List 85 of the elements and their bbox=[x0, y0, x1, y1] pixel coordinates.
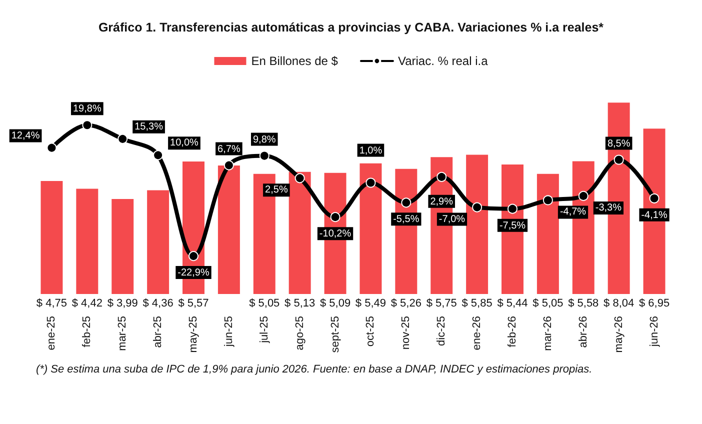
data-label: $ 4,42 bbox=[72, 298, 102, 310]
point bbox=[401, 198, 412, 208]
bar bbox=[360, 163, 382, 294]
x-tick-label: mar-26 bbox=[542, 316, 554, 351]
point bbox=[188, 251, 198, 262]
data-label: $ 5,58 bbox=[568, 298, 599, 310]
bar bbox=[40, 180, 63, 294]
data-label: -7,0% bbox=[438, 214, 466, 225]
point bbox=[153, 150, 164, 160]
data-label: $ 5,75 bbox=[426, 298, 457, 310]
data-label: $ 5,05 bbox=[249, 298, 280, 310]
data-label: $ 5,57 bbox=[178, 298, 209, 310]
data-label: 19,8% bbox=[72, 104, 102, 115]
bar bbox=[218, 165, 240, 294]
x-tick-label: jul-25 bbox=[258, 316, 270, 344]
x-tick-label: feb-25 bbox=[81, 316, 94, 348]
point bbox=[330, 212, 340, 222]
bar bbox=[112, 199, 134, 294]
bar bbox=[466, 154, 488, 294]
chart-title: Gráfico 1. Transferencias automáticas a provincias y CABA. Variaciones % i.a reales* bbox=[98, 20, 604, 34]
bar bbox=[76, 188, 98, 294]
legend-label: En Billones de $ bbox=[251, 54, 338, 68]
point bbox=[82, 120, 92, 130]
data-label: -7,5% bbox=[499, 220, 526, 232]
data-label: 6,7% bbox=[218, 144, 240, 155]
legend-label: Variac. % real i.a bbox=[398, 54, 488, 68]
x-tick-label: feb-26 bbox=[506, 316, 518, 348]
point bbox=[472, 202, 482, 212]
data-label: $ 5,13 bbox=[284, 298, 316, 310]
x-tick-label: jun-26 bbox=[648, 316, 660, 348]
x-tick-label: jun-25 bbox=[222, 316, 235, 348]
data-label: 2,9% bbox=[430, 196, 454, 208]
x-tick-label: nov-25 bbox=[400, 316, 412, 350]
point bbox=[508, 204, 518, 214]
data-label: $ 5,26 bbox=[390, 298, 422, 310]
data-label: $ 5,09 bbox=[320, 298, 351, 310]
point bbox=[649, 193, 660, 204]
point bbox=[578, 190, 588, 201]
x-tick-label: sept-25 bbox=[329, 316, 342, 353]
data-label: 12,4% bbox=[11, 130, 40, 142]
data-label: 2,5% bbox=[265, 184, 288, 196]
bar bbox=[536, 174, 559, 294]
point bbox=[46, 142, 57, 153]
data-label: 8,5% bbox=[607, 138, 630, 150]
data-label: $ 5,44 bbox=[497, 298, 528, 310]
data-label: $ 4,75 bbox=[36, 298, 68, 310]
data-label: $ 5,85 bbox=[462, 298, 492, 310]
x-tick-label: dic-25 bbox=[436, 316, 448, 346]
x-tick-label: ago-25 bbox=[294, 316, 306, 350]
bar bbox=[643, 128, 666, 294]
x-tick-label: may-25 bbox=[188, 316, 200, 353]
point bbox=[366, 178, 376, 188]
x-tick-label: abr-25 bbox=[152, 316, 164, 348]
point bbox=[259, 150, 270, 161]
point bbox=[542, 195, 553, 206]
data-label: $ 5,49 bbox=[355, 298, 386, 310]
data-label: $ 8,04 bbox=[604, 298, 634, 310]
data-label: $ 4,36 bbox=[142, 298, 174, 310]
data-label: -3,3% bbox=[595, 202, 622, 214]
x-tick-label: ene-25 bbox=[46, 316, 58, 350]
bar bbox=[147, 190, 170, 294]
x-tick-label: may-26 bbox=[612, 316, 625, 353]
data-label: $ 6,95 bbox=[638, 298, 670, 310]
bar bbox=[288, 172, 311, 294]
x-tick-label: ene-26 bbox=[471, 316, 484, 350]
point bbox=[118, 134, 128, 144]
point bbox=[614, 154, 624, 165]
data-label: $ 5,05 bbox=[532, 298, 564, 310]
data-label: -4,7% bbox=[560, 206, 586, 218]
data-label: -22,9% bbox=[178, 268, 210, 279]
data-label: 15,3% bbox=[134, 121, 164, 132]
x-tick-label: oct-25 bbox=[364, 316, 377, 347]
data-label: 10,0% bbox=[170, 138, 199, 149]
data-label: -5,5% bbox=[393, 214, 420, 226]
text: (*) Se estima una suba de IPC de 1,9% para junio 2026. Fuente: en base a DNAP, INDEC y estimaciones propias. bbox=[36, 364, 592, 376]
data-label: -4,1% bbox=[641, 210, 668, 221]
point bbox=[436, 172, 447, 182]
x-tick-label: mar-25 bbox=[116, 316, 129, 351]
point bbox=[294, 173, 305, 184]
data-label: -10,2% bbox=[319, 228, 352, 240]
data-label: 9,8% bbox=[252, 134, 276, 146]
data-label: $ 3,99 bbox=[107, 298, 138, 310]
point bbox=[224, 160, 234, 170]
x-tick-label: abr-26 bbox=[577, 316, 590, 348]
data-label: 1,0% bbox=[359, 145, 382, 156]
